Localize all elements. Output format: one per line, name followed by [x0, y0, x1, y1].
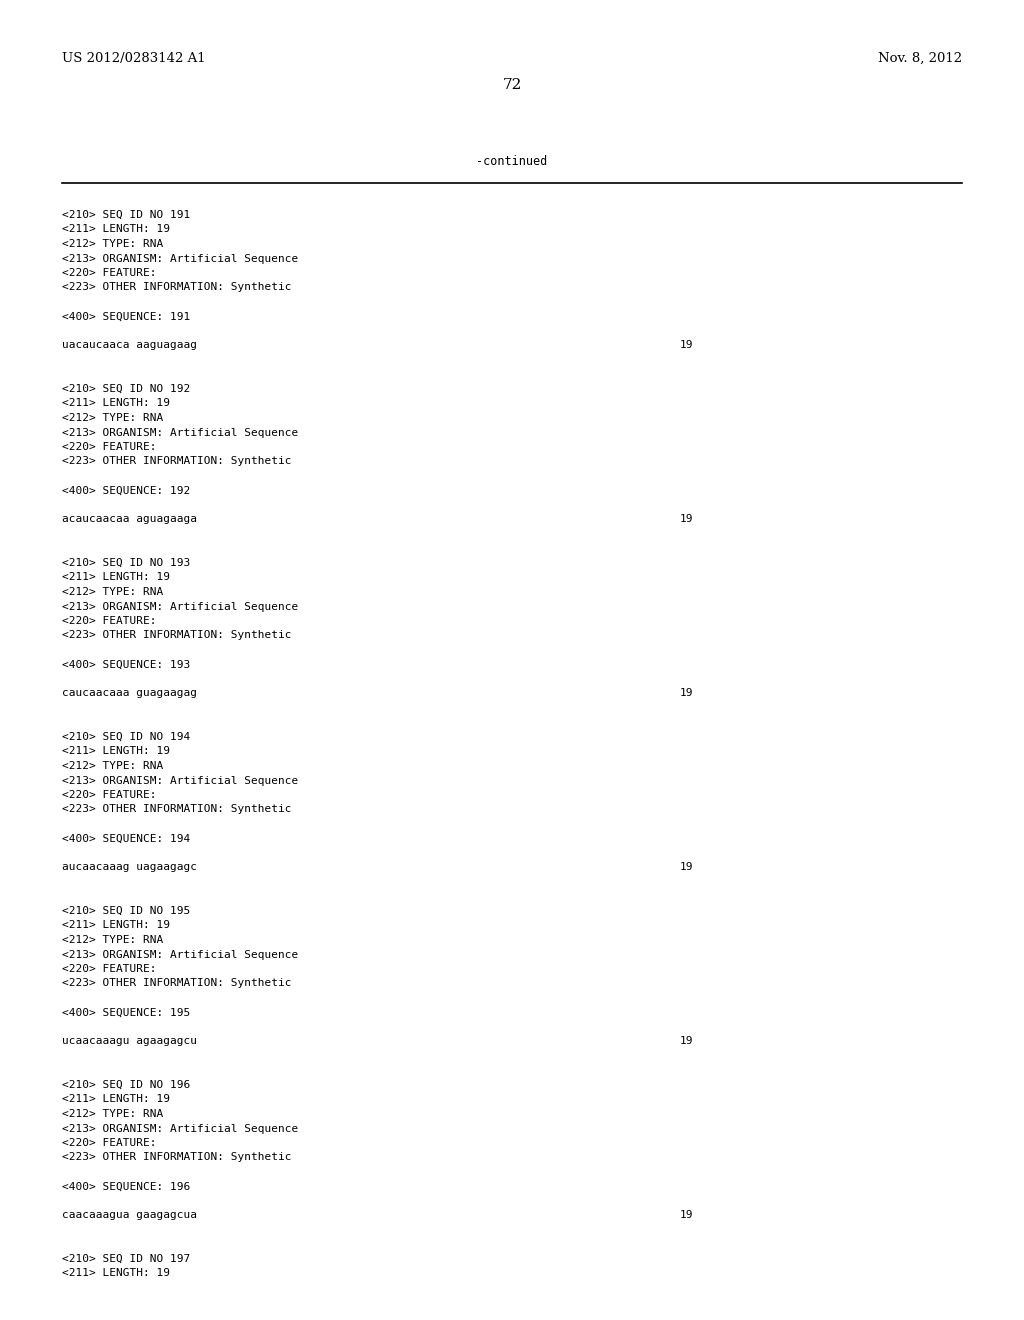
- Text: <400> SEQUENCE: 192: <400> SEQUENCE: 192: [62, 486, 190, 495]
- Text: <213> ORGANISM: Artificial Sequence: <213> ORGANISM: Artificial Sequence: [62, 253, 298, 264]
- Text: <211> LENGTH: 19: <211> LENGTH: 19: [62, 399, 170, 408]
- Text: <223> OTHER INFORMATION: Synthetic: <223> OTHER INFORMATION: Synthetic: [62, 1152, 292, 1163]
- Text: 72: 72: [503, 78, 521, 92]
- Text: -continued: -continued: [476, 154, 548, 168]
- Text: <223> OTHER INFORMATION: Synthetic: <223> OTHER INFORMATION: Synthetic: [62, 978, 292, 989]
- Text: <210> SEQ ID NO 193: <210> SEQ ID NO 193: [62, 558, 190, 568]
- Text: <210> SEQ ID NO 192: <210> SEQ ID NO 192: [62, 384, 190, 393]
- Text: <211> LENGTH: 19: <211> LENGTH: 19: [62, 573, 170, 582]
- Text: <220> FEATURE:: <220> FEATURE:: [62, 616, 157, 626]
- Text: <210> SEQ ID NO 196: <210> SEQ ID NO 196: [62, 1080, 190, 1090]
- Text: <220> FEATURE:: <220> FEATURE:: [62, 1138, 157, 1148]
- Text: <220> FEATURE:: <220> FEATURE:: [62, 442, 157, 451]
- Text: <210> SEQ ID NO 197: <210> SEQ ID NO 197: [62, 1254, 190, 1265]
- Text: <220> FEATURE:: <220> FEATURE:: [62, 268, 157, 279]
- Text: <212> TYPE: RNA: <212> TYPE: RNA: [62, 762, 163, 771]
- Text: <223> OTHER INFORMATION: Synthetic: <223> OTHER INFORMATION: Synthetic: [62, 457, 292, 466]
- Text: <212> TYPE: RNA: <212> TYPE: RNA: [62, 239, 163, 249]
- Text: <400> SEQUENCE: 193: <400> SEQUENCE: 193: [62, 660, 190, 669]
- Text: US 2012/0283142 A1: US 2012/0283142 A1: [62, 51, 206, 65]
- Text: <400> SEQUENCE: 191: <400> SEQUENCE: 191: [62, 312, 190, 322]
- Text: aucaacaaag uagaagagc: aucaacaaag uagaagagc: [62, 862, 197, 873]
- Text: uacaucaaca aaguagaag: uacaucaaca aaguagaag: [62, 341, 197, 351]
- Text: <400> SEQUENCE: 196: <400> SEQUENCE: 196: [62, 1181, 190, 1192]
- Text: <220> FEATURE:: <220> FEATURE:: [62, 789, 157, 800]
- Text: <400> SEQUENCE: 195: <400> SEQUENCE: 195: [62, 1007, 190, 1018]
- Text: 19: 19: [680, 515, 693, 524]
- Text: 19: 19: [680, 689, 693, 698]
- Text: <223> OTHER INFORMATION: Synthetic: <223> OTHER INFORMATION: Synthetic: [62, 631, 292, 640]
- Text: <211> LENGTH: 19: <211> LENGTH: 19: [62, 1094, 170, 1105]
- Text: acaucaacaa aguagaaga: acaucaacaa aguagaaga: [62, 515, 197, 524]
- Text: 19: 19: [680, 341, 693, 351]
- Text: <213> ORGANISM: Artificial Sequence: <213> ORGANISM: Artificial Sequence: [62, 949, 298, 960]
- Text: 19: 19: [680, 1210, 693, 1221]
- Text: caacaaagua gaagagcua: caacaaagua gaagagcua: [62, 1210, 197, 1221]
- Text: <213> ORGANISM: Artificial Sequence: <213> ORGANISM: Artificial Sequence: [62, 1123, 298, 1134]
- Text: <211> LENGTH: 19: <211> LENGTH: 19: [62, 224, 170, 235]
- Text: <211> LENGTH: 19: <211> LENGTH: 19: [62, 747, 170, 756]
- Text: 19: 19: [680, 1036, 693, 1047]
- Text: <212> TYPE: RNA: <212> TYPE: RNA: [62, 587, 163, 597]
- Text: <211> LENGTH: 19: <211> LENGTH: 19: [62, 1269, 170, 1279]
- Text: <213> ORGANISM: Artificial Sequence: <213> ORGANISM: Artificial Sequence: [62, 776, 298, 785]
- Text: <212> TYPE: RNA: <212> TYPE: RNA: [62, 1109, 163, 1119]
- Text: Nov. 8, 2012: Nov. 8, 2012: [878, 51, 962, 65]
- Text: <212> TYPE: RNA: <212> TYPE: RNA: [62, 935, 163, 945]
- Text: <220> FEATURE:: <220> FEATURE:: [62, 964, 157, 974]
- Text: <400> SEQUENCE: 194: <400> SEQUENCE: 194: [62, 833, 190, 843]
- Text: <223> OTHER INFORMATION: Synthetic: <223> OTHER INFORMATION: Synthetic: [62, 282, 292, 293]
- Text: 19: 19: [680, 862, 693, 873]
- Text: <223> OTHER INFORMATION: Synthetic: <223> OTHER INFORMATION: Synthetic: [62, 804, 292, 814]
- Text: <213> ORGANISM: Artificial Sequence: <213> ORGANISM: Artificial Sequence: [62, 602, 298, 611]
- Text: <210> SEQ ID NO 195: <210> SEQ ID NO 195: [62, 906, 190, 916]
- Text: <210> SEQ ID NO 191: <210> SEQ ID NO 191: [62, 210, 190, 220]
- Text: ucaacaaagu agaagagcu: ucaacaaagu agaagagcu: [62, 1036, 197, 1047]
- Text: <210> SEQ ID NO 194: <210> SEQ ID NO 194: [62, 733, 190, 742]
- Text: <212> TYPE: RNA: <212> TYPE: RNA: [62, 413, 163, 422]
- Text: caucaacaaa guagaagag: caucaacaaa guagaagag: [62, 689, 197, 698]
- Text: <211> LENGTH: 19: <211> LENGTH: 19: [62, 920, 170, 931]
- Text: <213> ORGANISM: Artificial Sequence: <213> ORGANISM: Artificial Sequence: [62, 428, 298, 437]
